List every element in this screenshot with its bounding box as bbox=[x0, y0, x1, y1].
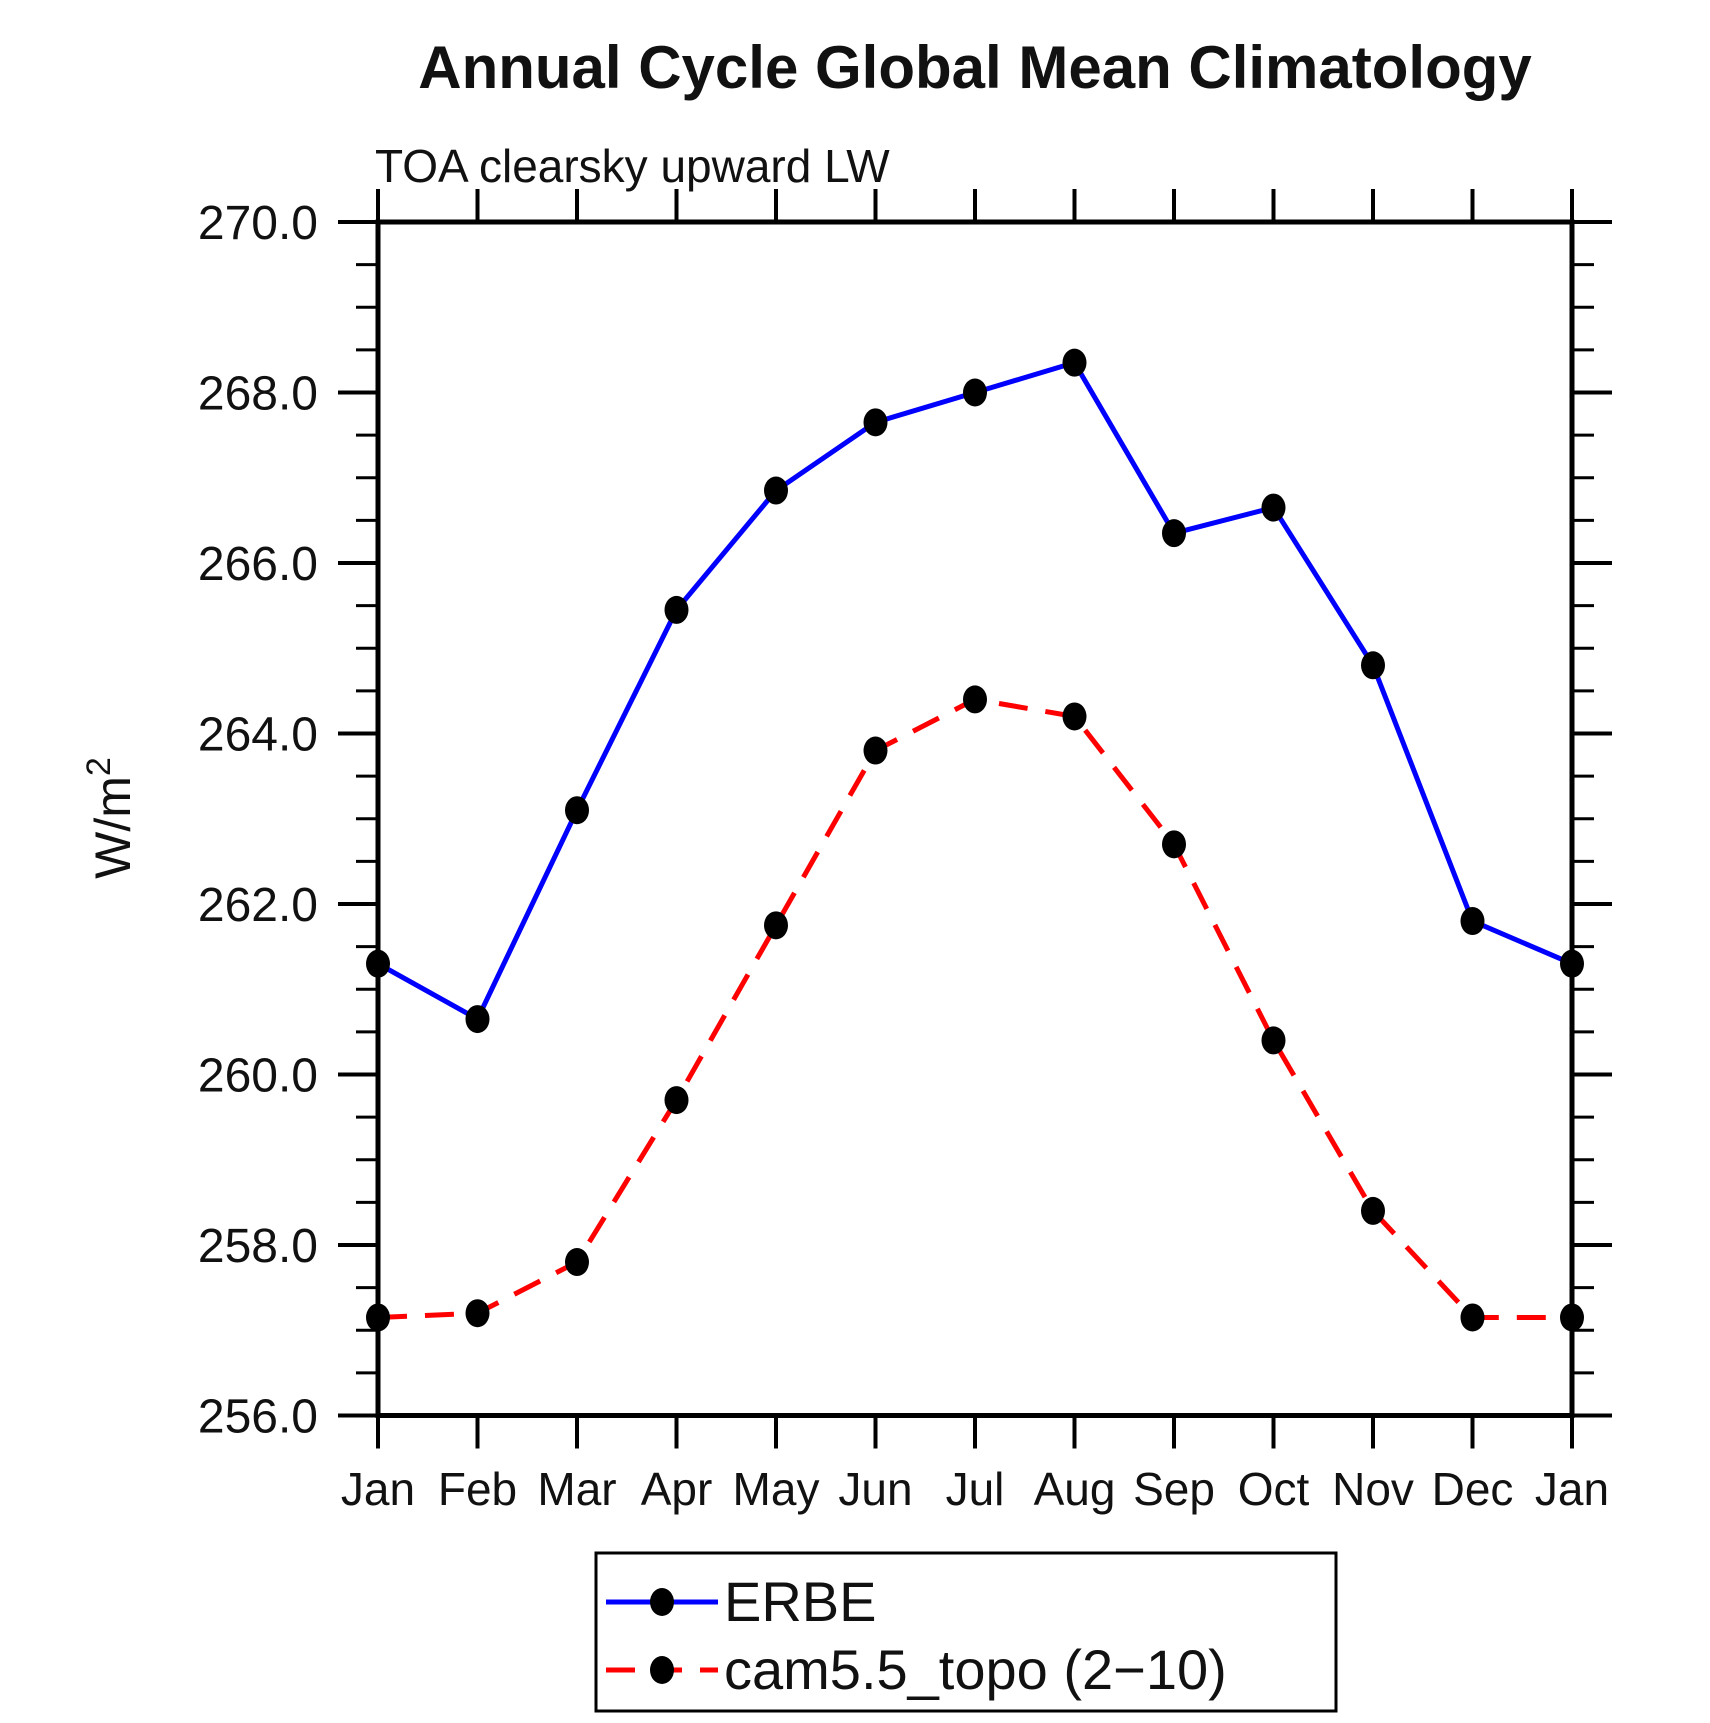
y-tick-label: 262.0 bbox=[198, 879, 318, 932]
x-tick-label: Aug bbox=[1034, 1463, 1116, 1515]
data-point-marker bbox=[1062, 348, 1087, 377]
data-point-marker bbox=[1062, 702, 1087, 731]
data-point-marker bbox=[863, 736, 888, 765]
x-tick-label: May bbox=[733, 1463, 820, 1515]
data-point-marker bbox=[1361, 1196, 1385, 1225]
data-point-marker bbox=[1261, 493, 1286, 522]
y-axis-label-base: W/m bbox=[85, 776, 141, 879]
series-layer bbox=[366, 348, 1584, 1332]
y-axis-label-superscript: 2 bbox=[80, 757, 118, 776]
legend-box bbox=[594, 1551, 1338, 1713]
data-point-marker bbox=[465, 1299, 490, 1328]
data-point-marker bbox=[1162, 519, 1186, 548]
data-point-marker bbox=[1560, 949, 1584, 978]
data-point-marker bbox=[863, 408, 888, 437]
x-tick-label: Jan bbox=[1535, 1463, 1609, 1515]
data-point-marker bbox=[664, 1086, 689, 1115]
data-point-marker bbox=[565, 796, 589, 825]
chart-subtitle: TOA clearsky upward LW bbox=[375, 140, 890, 192]
data-point-marker bbox=[1560, 1303, 1584, 1332]
data-point-marker bbox=[764, 476, 788, 505]
x-tick-label: Jan bbox=[341, 1463, 415, 1515]
axes-layer: Jan Feb Mar Apr May Jun Jul Aug Sep Oct Nov Dec Jan 2… bbox=[198, 189, 1612, 1515]
data-point-marker bbox=[764, 911, 788, 940]
y-tick-label: 256.0 bbox=[198, 1391, 318, 1444]
y-axis-label: W/m2 bbox=[80, 757, 141, 879]
y-tick-label: 260.0 bbox=[198, 1050, 318, 1103]
x-tick-label: Jul bbox=[946, 1463, 1005, 1515]
data-point-marker bbox=[1361, 651, 1385, 680]
data-point-marker bbox=[1460, 1303, 1485, 1332]
legend-swatch-marker-erbe bbox=[650, 1588, 674, 1616]
y-tick-label: 264.0 bbox=[198, 709, 318, 762]
y-tick-label: 270.0 bbox=[198, 197, 318, 250]
y-tick-label: 258.0 bbox=[198, 1220, 318, 1273]
data-point-marker bbox=[366, 949, 390, 978]
x-tick-label: Mar bbox=[537, 1463, 616, 1515]
legend-swatch-marker-cam bbox=[650, 1656, 674, 1684]
y-tick-label: 268.0 bbox=[198, 368, 318, 421]
x-tick-label: Feb bbox=[438, 1463, 517, 1515]
data-point-marker bbox=[1460, 907, 1485, 936]
x-tick-label: Dec bbox=[1432, 1463, 1514, 1515]
data-point-marker bbox=[465, 1005, 490, 1034]
data-point-marker bbox=[963, 378, 987, 407]
legend-label-cam: cam5.5_topo (2−10) bbox=[724, 1638, 1227, 1701]
data-point-marker bbox=[963, 685, 987, 714]
chart-title: Annual Cycle Global Mean Climatology bbox=[418, 34, 1532, 101]
x-tick-label: Oct bbox=[1238, 1463, 1310, 1515]
y-tick-label: 266.0 bbox=[198, 538, 318, 591]
legend-label-erbe: ERBE bbox=[724, 1570, 877, 1633]
x-tick-label: Jun bbox=[838, 1463, 912, 1515]
x-tick-label: Apr bbox=[641, 1463, 713, 1515]
x-tick-label: Sep bbox=[1133, 1463, 1215, 1515]
x-tick-label: Nov bbox=[1332, 1463, 1414, 1515]
data-point-marker bbox=[366, 1303, 390, 1332]
data-point-marker bbox=[1162, 830, 1186, 859]
data-point-marker bbox=[664, 595, 689, 624]
data-point-marker bbox=[1261, 1026, 1286, 1055]
data-point-marker bbox=[565, 1248, 589, 1277]
